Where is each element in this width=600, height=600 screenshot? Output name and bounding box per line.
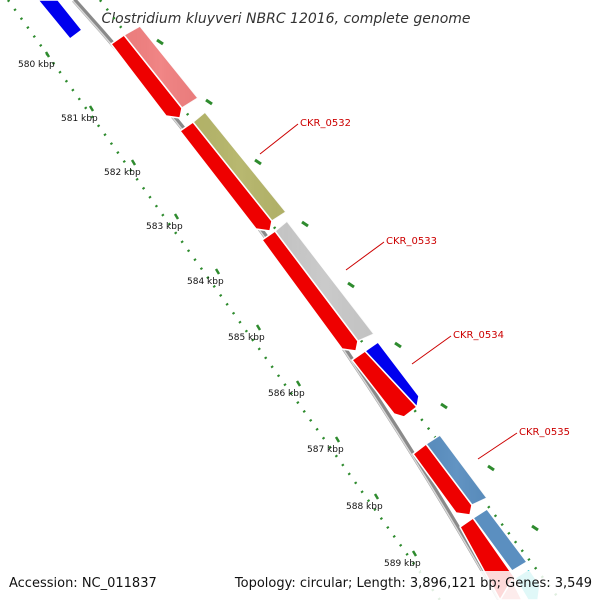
genome-backbone — [72, 0, 503, 600]
genome-backbone-highlight — [72, 0, 500, 600]
tick-label-585: 585 kbp — [228, 333, 265, 343]
cds-feature-blue-top[interactable] — [37, 0, 84, 41]
tick-label-580: 580 kbp — [18, 60, 55, 70]
cds-feature-red-5[interactable] — [411, 442, 473, 516]
tick-marks — [44, 51, 418, 557]
genome-summary-text: Topology: circular; Length: 3,896,121 bp… — [234, 576, 592, 591]
reverse-strand-features — [109, 33, 516, 600]
callout-line-ckr-0534 — [411, 335, 452, 365]
tick-label-588: 588 kbp — [346, 502, 383, 512]
feature-shading — [124, 26, 487, 505]
callout-line-ckr-0532 — [259, 123, 299, 155]
accession-text: Accession: NC_011837 — [9, 576, 157, 591]
tick-labels: 580 kbp 581 kbp 582 kbp 583 kbp 584 kbp … — [18, 60, 421, 569]
tick-label-583: 583 kbp — [146, 222, 183, 232]
map-title: Clostridium kluyveri NBRC 12016, complet… — [101, 11, 470, 27]
gene-label-ckr-0534[interactable]: CKR_0534 — [453, 330, 504, 341]
tick-label-584: 584 kbp — [187, 277, 224, 287]
gene-label-ckr-0532[interactable]: CKR_0532 — [300, 118, 351, 129]
outer-tick-marks — [156, 38, 539, 532]
footer-background — [0, 571, 600, 600]
cds-feature-red-1[interactable] — [109, 33, 183, 119]
cds-feature-blue[interactable] — [363, 340, 420, 409]
cds-feature-red-2[interactable] — [178, 120, 273, 232]
callout-line-ckr-0535 — [477, 432, 518, 460]
cds-feature-steel-2[interactable] — [471, 507, 529, 572]
gene-label-ckr-0535[interactable]: CKR_0535 — [519, 427, 570, 438]
callout-line-ckr-0533 — [345, 241, 385, 271]
gene-label-ckr-0533[interactable]: CKR_0533 — [386, 236, 437, 247]
gene-callouts: CKR_0532 CKR_0533 CKR_0534 CKR_0535 — [259, 118, 570, 460]
cds-feature-red-4[interactable] — [350, 350, 419, 418]
tick-label-582: 582 kbp — [104, 168, 141, 178]
tick-label-587: 587 kbp — [307, 445, 344, 455]
tick-label-589: 589 kbp — [384, 559, 421, 569]
tick-label-581: 581 kbp — [61, 114, 98, 124]
tick-ruler-inner — [6, 0, 442, 600]
cds-feature-red-3[interactable] — [260, 229, 359, 352]
tick-label-586: 586 kbp — [268, 389, 305, 399]
